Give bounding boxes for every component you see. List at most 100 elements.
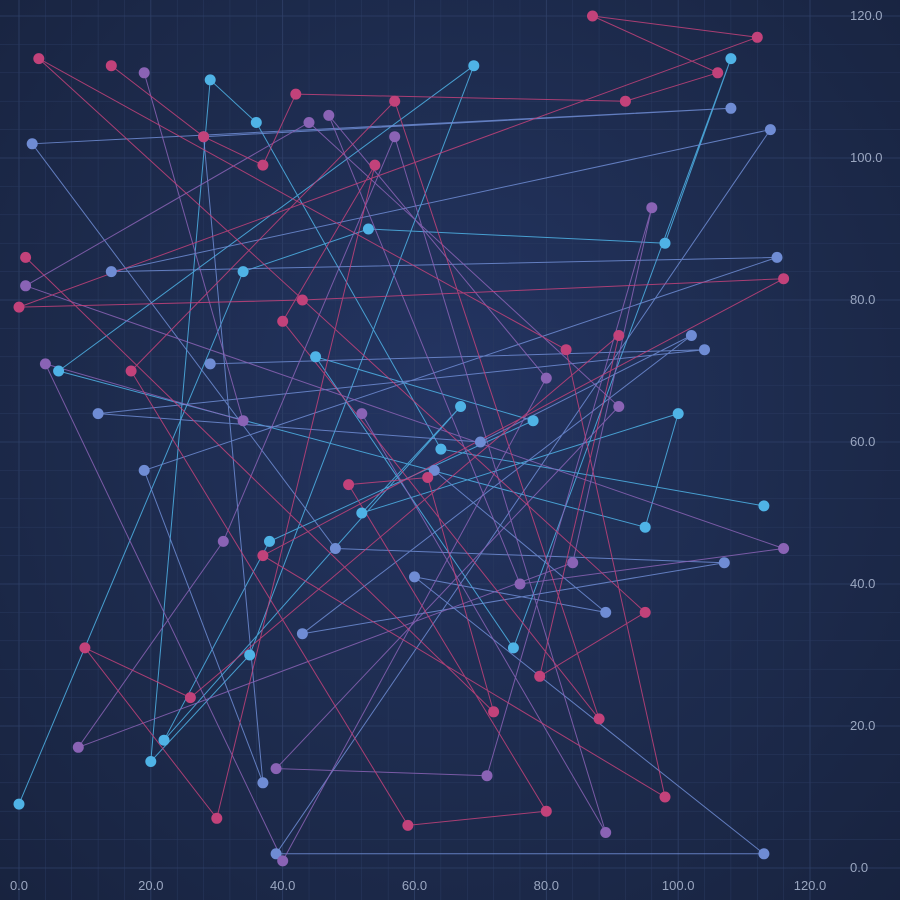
data-point-series-1 xyxy=(455,401,467,412)
data-point-series-4 xyxy=(712,67,724,79)
series-line-2 xyxy=(31,107,778,855)
data-point-series-1 xyxy=(527,415,539,427)
data-point-series-4 xyxy=(79,642,91,654)
x-tick-label: 0.0 xyxy=(10,878,28,893)
y-tick-label: 20.0 xyxy=(850,718,875,733)
data-point-series-3 xyxy=(600,827,612,838)
data-point-series-4 xyxy=(613,330,625,341)
data-point-series-2 xyxy=(329,543,341,554)
y-tick-label: 80.0 xyxy=(850,292,875,307)
data-point-series-4 xyxy=(402,819,414,831)
data-point-series-3 xyxy=(277,855,289,867)
data-point-series-3 xyxy=(481,770,493,782)
x-tick-label: 100.0 xyxy=(662,878,695,893)
data-point-series-4 xyxy=(125,365,137,377)
data-point-series-1 xyxy=(672,408,684,420)
data-point-series-1 xyxy=(145,756,157,767)
data-point-series-4 xyxy=(105,60,117,72)
data-point-series-4 xyxy=(343,479,355,491)
data-point-series-4 xyxy=(198,131,210,143)
data-point-series-4 xyxy=(593,713,605,725)
data-point-series-1 xyxy=(158,734,170,746)
series-lines xyxy=(18,15,784,862)
data-point-series-3 xyxy=(237,415,249,427)
data-point-series-2 xyxy=(428,464,440,476)
data-point-series-4 xyxy=(422,472,434,483)
data-point-series-1 xyxy=(13,798,25,810)
data-point-series-2 xyxy=(699,344,710,356)
data-point-series-2 xyxy=(105,266,117,278)
data-points xyxy=(13,10,790,867)
data-point-series-4 xyxy=(290,88,302,100)
data-point-series-2 xyxy=(257,777,269,789)
x-tick-label: 120.0 xyxy=(794,878,827,893)
data-point-series-1 xyxy=(310,351,322,363)
data-point-series-4 xyxy=(587,10,598,22)
data-point-series-2 xyxy=(758,848,770,860)
x-axis-ticks: 0.0 20.0 40.0 60.0 80.0 100.0 120.0 xyxy=(10,878,826,893)
data-point-series-1 xyxy=(725,53,737,65)
data-point-series-4 xyxy=(488,706,500,718)
data-point-series-1 xyxy=(639,521,651,533)
series-line-4 xyxy=(18,15,784,826)
data-point-series-2 xyxy=(771,251,783,263)
data-point-series-4 xyxy=(296,294,308,306)
data-point-series-2 xyxy=(270,848,282,860)
data-point-series-2 xyxy=(600,606,612,618)
x-tick-label: 20.0 xyxy=(138,878,163,893)
data-point-series-3 xyxy=(323,109,335,121)
data-point-series-2 xyxy=(138,464,150,476)
data-point-series-3 xyxy=(389,131,401,143)
data-point-series-4 xyxy=(619,95,631,107)
data-point-series-3 xyxy=(540,372,552,384)
data-point-series-4 xyxy=(211,812,223,824)
y-axis-ticks: 0.0 20.0 40.0 60.0 80.0 100.0 120.0 xyxy=(850,8,883,875)
y-tick-label: 40.0 xyxy=(850,576,875,591)
y-tick-label: 60.0 xyxy=(850,434,875,449)
data-point-series-1 xyxy=(237,266,249,278)
x-tick-label: 80.0 xyxy=(534,878,559,893)
data-point-series-1 xyxy=(250,117,262,128)
data-point-series-1 xyxy=(362,223,374,235)
data-point-series-4 xyxy=(257,159,269,171)
data-point-series-4 xyxy=(560,344,572,356)
data-point-series-1 xyxy=(244,649,256,661)
data-point-series-2 xyxy=(718,557,730,569)
data-point-series-4 xyxy=(659,791,671,803)
data-point-series-4 xyxy=(540,805,552,817)
data-point-series-3 xyxy=(613,401,625,412)
data-point-series-3 xyxy=(72,741,84,753)
data-point-series-2 xyxy=(409,571,420,583)
series-line-1 xyxy=(18,58,764,805)
data-point-series-1 xyxy=(356,507,368,519)
data-point-series-2 xyxy=(725,102,737,114)
data-point-series-3 xyxy=(303,117,315,128)
data-point-series-1 xyxy=(659,237,671,249)
series-line-3 xyxy=(24,72,784,862)
y-tick-label: 120.0 xyxy=(850,8,883,23)
data-point-series-2 xyxy=(474,436,486,448)
data-point-series-1 xyxy=(53,365,65,377)
data-point-series-2 xyxy=(685,330,697,341)
data-point-series-4 xyxy=(13,301,25,313)
x-tick-label: 60.0 xyxy=(402,878,427,893)
data-point-series-4 xyxy=(778,273,790,285)
y-tick-label: 0.0 xyxy=(850,860,868,875)
data-point-series-3 xyxy=(20,280,32,292)
data-point-series-1 xyxy=(507,642,519,654)
data-point-series-4 xyxy=(751,31,763,43)
data-point-series-3 xyxy=(514,578,526,590)
data-point-series-2 xyxy=(26,138,38,150)
data-point-series-1 xyxy=(204,74,216,86)
data-point-series-4 xyxy=(184,692,196,704)
data-point-series-3 xyxy=(646,202,658,214)
data-point-series-2 xyxy=(92,408,104,420)
data-point-series-2 xyxy=(296,628,308,640)
data-point-series-4 xyxy=(20,251,32,263)
data-point-series-3 xyxy=(270,763,282,775)
data-point-series-4 xyxy=(389,95,401,107)
data-point-series-3 xyxy=(138,67,150,79)
